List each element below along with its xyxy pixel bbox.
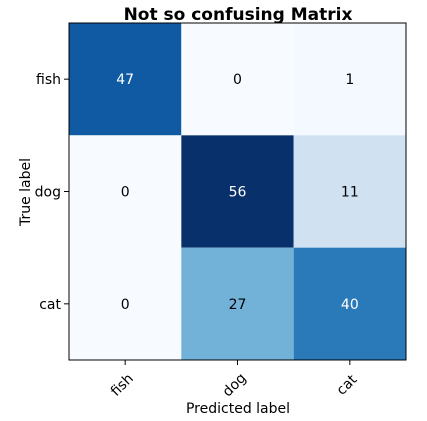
- heatmap-cell-cat-fish: [69, 247, 182, 360]
- x-axis-tick-label-dog: dog: [220, 370, 250, 400]
- plot-frame: [68, 22, 407, 361]
- heatmap-cell-label-fish-cat: 1: [345, 72, 354, 88]
- heatmap-cell-label-cat-cat: 40: [341, 297, 359, 313]
- heatmap-cell-label-cat-fish: 0: [121, 297, 130, 313]
- y-axis-ticks: fish dog cat: [35, 72, 69, 313]
- heatmap-cell-cat-cat: [293, 247, 406, 360]
- heatmap-cell-fish-fish: [69, 23, 182, 136]
- heatmap-cell-cat-dog: [181, 247, 294, 360]
- heatmap-cell-fish-dog: [181, 23, 294, 136]
- heatmap-cell-label-dog-cat: 11: [341, 185, 359, 201]
- x-axis-ticks: fish dog cat: [108, 360, 361, 400]
- x-axis-title: Predicted label: [186, 401, 290, 417]
- heatmap-cell-dog-fish: [69, 135, 182, 248]
- heatmap-cell-labels: 47 0 1 0 56 11 0 27 40: [116, 72, 358, 313]
- heatmap-cell-label-fish-dog: 0: [233, 72, 242, 88]
- x-axis-tick-label-fish: fish: [108, 371, 137, 400]
- heatmap-cell-dog-cat: [293, 135, 406, 248]
- y-axis-tick-label-dog: dog: [35, 185, 61, 201]
- heatmap-cell-dog-dog: [181, 135, 294, 248]
- chart-title: Not so confusing Matrix: [124, 5, 353, 25]
- y-axis-tick-label-cat: cat: [39, 297, 61, 313]
- heatmap-cell-fish-cat: [293, 23, 406, 136]
- heatmap-cell-label-fish-fish: 47: [116, 72, 134, 88]
- x-axis-tick-label-cat: cat: [334, 371, 361, 398]
- y-axis-title: True label: [18, 158, 34, 227]
- heatmap-cell-label-dog-dog: 56: [229, 185, 247, 201]
- heatmap-cell-label-cat-dog: 27: [229, 297, 247, 313]
- y-axis-tick-label-fish: fish: [36, 72, 61, 88]
- heatmap-cell-label-dog-fish: 0: [121, 185, 130, 201]
- heatmap-cells: [69, 23, 406, 360]
